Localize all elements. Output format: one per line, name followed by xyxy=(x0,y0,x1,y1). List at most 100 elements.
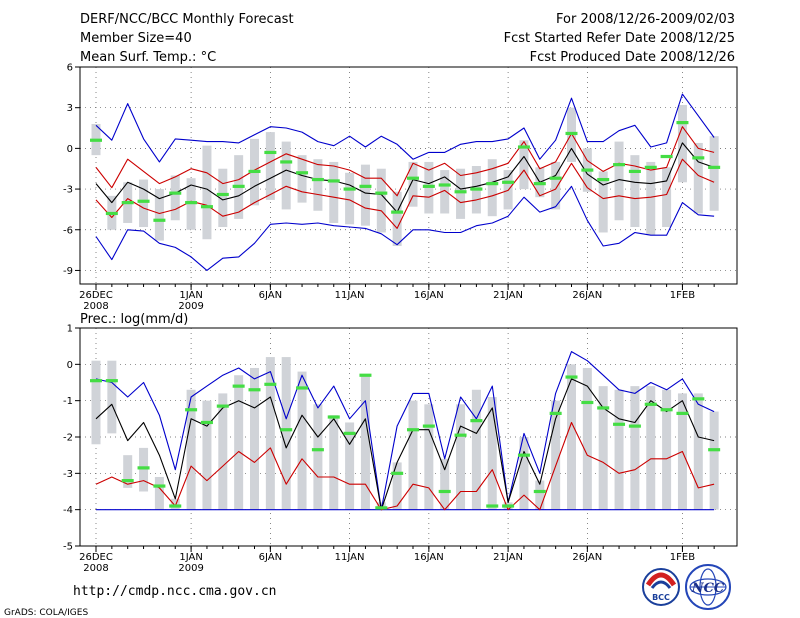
observation-marker xyxy=(438,183,451,187)
observation-marker xyxy=(628,424,641,428)
spread-box xyxy=(170,175,180,221)
y-tick-label: -5 xyxy=(63,542,73,553)
observation-marker xyxy=(137,466,150,470)
observation-marker xyxy=(565,131,578,136)
header-title: DERF/NCC/BCC Monthly Forecast xyxy=(80,12,294,27)
observation-marker xyxy=(391,210,404,214)
spread-box xyxy=(234,375,244,510)
header-member-size: Member Size=40 xyxy=(80,31,192,46)
observation-marker xyxy=(296,386,309,390)
observation-marker xyxy=(502,504,515,508)
observation-marker xyxy=(105,379,118,383)
observation-marker xyxy=(644,402,657,406)
x-tick-label: 1JAN xyxy=(179,290,202,301)
spread-box xyxy=(139,179,149,228)
observation-marker xyxy=(549,411,562,415)
spread-box xyxy=(646,386,656,510)
observation-marker xyxy=(216,192,229,197)
spread-box xyxy=(598,171,608,233)
observation-marker xyxy=(327,415,340,419)
spread-box xyxy=(424,404,434,510)
x-tick-label: 11JAN xyxy=(335,552,365,563)
observation-marker xyxy=(153,484,166,488)
spread-box xyxy=(202,145,212,240)
spread-box xyxy=(392,191,402,247)
x-tick-label: 16JAN xyxy=(414,552,444,563)
observation-marker xyxy=(391,471,404,475)
observation-marker xyxy=(676,411,689,415)
x-tick-label: 1FEB xyxy=(670,290,695,301)
spread-box xyxy=(551,400,561,510)
observation-marker xyxy=(343,431,356,435)
spread-box xyxy=(693,393,703,510)
spread-box xyxy=(107,360,117,434)
x-tick-label: 6JAN xyxy=(259,290,282,301)
observation-marker xyxy=(422,424,435,428)
spread-box xyxy=(630,155,640,228)
spread-box xyxy=(662,167,672,228)
plot-frame xyxy=(79,66,738,285)
observation-marker xyxy=(185,408,198,412)
spread-box xyxy=(360,164,370,226)
spread-box xyxy=(186,389,196,510)
spread-box xyxy=(646,161,656,236)
y-tick-label: 0 xyxy=(67,144,73,155)
spread-box xyxy=(440,458,450,510)
observation-marker xyxy=(517,453,530,457)
spread-box xyxy=(662,389,672,510)
observation-marker xyxy=(169,504,182,508)
observation-marker xyxy=(628,169,641,174)
spread-box xyxy=(297,155,307,203)
observation-marker xyxy=(375,506,388,510)
spread-box xyxy=(123,455,133,488)
spread-box xyxy=(329,415,339,510)
observation-marker xyxy=(280,160,293,164)
observation-marker xyxy=(676,121,689,125)
observation-marker xyxy=(533,489,546,494)
spread-box xyxy=(329,161,339,223)
spread-box xyxy=(408,161,418,207)
spread-box xyxy=(202,400,212,510)
observation-marker xyxy=(137,199,150,203)
x-tick-year-label: 2008 xyxy=(83,563,108,574)
observation-marker xyxy=(597,406,610,410)
x-tick-year-label: 2009 xyxy=(178,301,203,312)
observation-marker xyxy=(90,379,102,383)
observation-marker xyxy=(248,169,261,174)
observation-marker xyxy=(438,489,451,494)
spread-box xyxy=(154,189,164,241)
spread-box xyxy=(487,397,497,510)
y-tick-label: -3 xyxy=(63,185,73,196)
observation-marker xyxy=(581,168,594,172)
observation-marker xyxy=(407,176,419,180)
observation-marker xyxy=(660,408,673,412)
spread-box xyxy=(598,386,608,510)
y-tick-label: -4 xyxy=(63,505,73,516)
spread-box xyxy=(693,142,703,214)
mean-line xyxy=(95,378,715,511)
observation-marker xyxy=(200,205,213,209)
x-tick-label: 6JAN xyxy=(259,552,282,563)
x-tick-year-label: 2008 xyxy=(83,301,108,312)
y-tick-label: -6 xyxy=(63,225,73,236)
y-tick-label: 1 xyxy=(67,324,73,335)
spread-box xyxy=(345,172,355,225)
x-tick-label: 11JAN xyxy=(335,290,365,301)
blue-line xyxy=(95,351,715,511)
x-tick-label: 26JAN xyxy=(572,290,602,301)
observation-marker xyxy=(692,156,705,160)
observation-marker xyxy=(486,504,499,508)
observation-marker xyxy=(359,373,372,377)
grads-credit: GrADS: COLA/IGES xyxy=(4,608,88,618)
observation-marker xyxy=(264,382,277,386)
x-tick-label: 21JAN xyxy=(493,552,523,563)
ncc-logo-text: NCC xyxy=(691,581,725,596)
footer-url[interactable]: http://cmdp.ncc.cma.gov.cn xyxy=(73,584,277,599)
observation-marker xyxy=(264,150,277,155)
x-tick-label: 1JAN xyxy=(179,552,202,563)
spread-box xyxy=(709,136,719,211)
header-variable: Mean Surf. Temp.: °C xyxy=(80,50,216,65)
observation-marker xyxy=(533,182,546,186)
observation-marker xyxy=(200,420,213,425)
spread-box xyxy=(218,168,228,228)
